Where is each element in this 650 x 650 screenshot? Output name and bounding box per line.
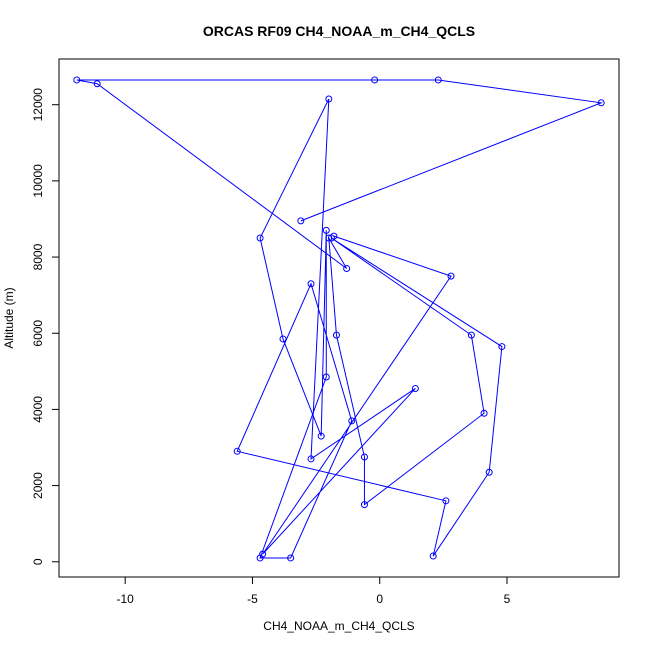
data-point (447, 272, 455, 280)
data-point (485, 468, 493, 476)
x-tick-label: 5 (504, 592, 511, 606)
data-point (93, 80, 101, 88)
data-point (332, 331, 340, 339)
y-tick-label: 12000 (31, 88, 45, 122)
chart-title: ORCAS RF09 CH4_NOAA_m_CH4_QCLS (203, 23, 475, 39)
y-axis-label: Altitude (m) (2, 287, 16, 348)
data-point (307, 280, 315, 288)
x-tick-label: -5 (247, 592, 258, 606)
data-point (467, 331, 475, 339)
series-line (76, 79, 604, 559)
data-point (317, 432, 325, 440)
data-point (325, 234, 333, 242)
data-point (429, 552, 437, 560)
data-point (348, 417, 356, 425)
y-tick-label: 4000 (31, 396, 45, 423)
data-point (287, 554, 295, 562)
data-point (411, 384, 419, 392)
x-tick-label: 0 (376, 592, 383, 606)
y-tick-label: 6000 (31, 320, 45, 347)
y-tick-label: 10000 (31, 164, 45, 198)
data-point (498, 343, 506, 351)
data-point (343, 264, 351, 272)
data-point (327, 234, 335, 242)
data-point (360, 453, 368, 461)
y-tick-label: 8000 (31, 243, 45, 270)
x-axis: -10 -5 0 5 (117, 576, 511, 606)
data-point (371, 76, 379, 84)
data-point (322, 373, 330, 381)
data-point (360, 501, 368, 509)
data-point (279, 335, 287, 343)
data-point (597, 99, 605, 107)
y-tick-label: 0 (31, 558, 45, 565)
y-tick-label: 2000 (31, 472, 45, 499)
data-point (233, 447, 241, 455)
y-axis: 0 2000 4000 6000 8000 10000 12000 (31, 88, 60, 565)
data-point (256, 234, 264, 242)
data-point (434, 76, 442, 84)
plot-area (58, 58, 620, 578)
data-point (256, 554, 264, 562)
data-point (325, 95, 333, 103)
data-point (73, 76, 81, 84)
data-point (442, 497, 450, 505)
data-point (322, 226, 330, 234)
data-point (307, 455, 315, 463)
x-tick-label: -10 (117, 592, 135, 606)
x-axis-label: CH4_NOAA_m_CH4_QCLS (263, 619, 414, 633)
data-point (297, 217, 305, 225)
data-point (480, 409, 488, 417)
series-layer (73, 76, 605, 562)
